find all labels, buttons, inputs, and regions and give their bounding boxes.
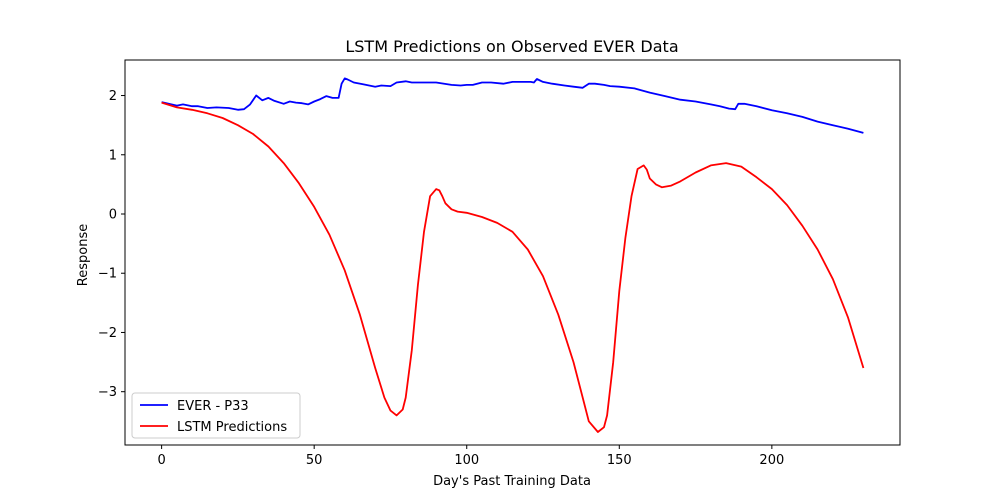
y-tick-label: −1 xyxy=(98,267,117,282)
x-tick-label: 200 xyxy=(759,453,784,468)
chart-title: LSTM Predictions on Observed EVER Data xyxy=(345,37,678,56)
x-tick-label: 50 xyxy=(306,453,323,468)
axes-frame xyxy=(124,59,901,446)
legend-label-2: LSTM Predictions xyxy=(177,420,287,435)
x-tick-label: 100 xyxy=(454,453,479,468)
plot-area: 0 50 100 150 200 −3 −2 −1 0 1 2 xyxy=(98,59,901,468)
legend: EVER - P33 LSTM Predictions xyxy=(131,392,301,439)
x-tick-label: 0 xyxy=(157,453,165,468)
y-tick-label: −2 xyxy=(98,326,117,341)
y-tick-label: 2 xyxy=(109,89,117,104)
y-tick-label: 1 xyxy=(109,148,117,163)
y-axis-label: Response xyxy=(76,224,91,286)
series-line-2 xyxy=(161,101,865,433)
x-axis-label: Day's Past Training Data xyxy=(433,474,591,489)
series-line-1 xyxy=(161,77,864,134)
x-tick-label: 150 xyxy=(607,453,632,468)
legend-box xyxy=(131,392,301,439)
y-tick-label: −3 xyxy=(98,385,117,400)
legend-label-1: EVER - P33 xyxy=(177,399,249,414)
y-tick-label: 0 xyxy=(109,208,117,223)
